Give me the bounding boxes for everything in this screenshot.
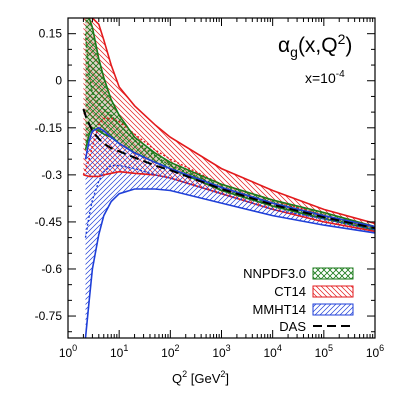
y-tick-label: -0.15 — [35, 121, 63, 135]
x-axis-label: Q2 [GeV2] — [172, 369, 229, 386]
y-tick-label: 0.15 — [39, 27, 63, 41]
chart-annotation-x: x=10-4 — [305, 69, 345, 86]
x-tick-label: 104 — [263, 343, 281, 360]
x-tick-label: 102 — [161, 343, 179, 360]
legend-label-das: DAS — [279, 319, 306, 334]
legend-swatch-ct14 — [312, 285, 354, 298]
band-upper-ct14 — [83, 18, 375, 225]
band-lower-mmht14 — [84, 188, 375, 338]
lines-layer — [82, 18, 375, 338]
y-tick-label: -0.3 — [41, 168, 62, 182]
legend-swatch-mmht14 — [312, 303, 354, 316]
legend: NNPDF3.0 CT14 MMHT14 DAS — [243, 266, 354, 334]
y-tick-label: -0.75 — [35, 309, 63, 323]
chart-annotation-observable: αg(x,Q2) — [278, 31, 352, 60]
ticks-layer — [67, 17, 375, 338]
y-tick-label: 0 — [55, 74, 62, 88]
x-tick-label: 106 — [366, 343, 384, 360]
legend-label-nnpdf: NNPDF3.0 — [243, 266, 306, 281]
band-hatch-mmht14 — [85, 127, 375, 338]
x-tick-label: 101 — [110, 343, 128, 360]
legend-label-ct14: CT14 — [274, 284, 306, 299]
band-upper-mmht14 — [84, 126, 375, 228]
central-mmht14 — [84, 164, 375, 238]
legend-swatch-nnpdf — [312, 267, 354, 280]
series-line-das — [82, 108, 375, 230]
x-tick-label: 100 — [59, 343, 77, 360]
y-tick-label: -0.6 — [41, 262, 62, 276]
tick-labels-layer: 100 101 102 103 104 105 106 0.15 0 -0.15 -0.3 -0.45… — [35, 27, 385, 360]
legend-label-mmht14: MMHT14 — [253, 302, 306, 317]
y-tick-label: -0.45 — [35, 215, 63, 229]
central-nnpdf — [84, 33, 375, 229]
x-tick-label: 103 — [212, 343, 230, 360]
band-upper-nnpdf — [85, 18, 375, 228]
x-tick-label: 105 — [315, 343, 333, 360]
